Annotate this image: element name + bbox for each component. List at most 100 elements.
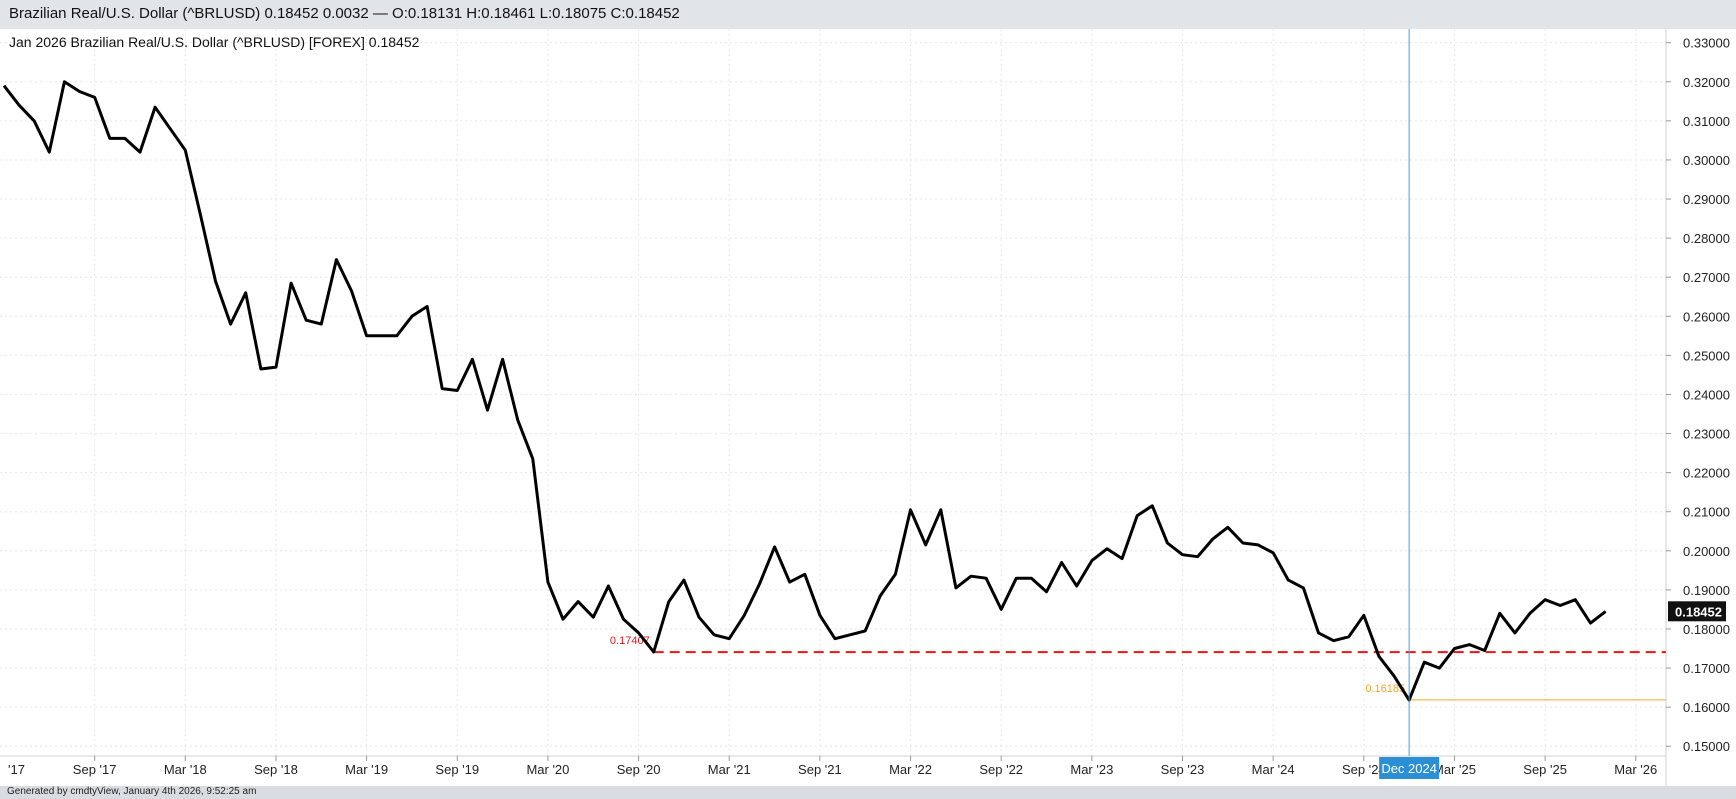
data-point xyxy=(1242,542,1244,544)
x-tick-label: Mar '26 xyxy=(1614,762,1657,777)
x-tick-label: Mar '19 xyxy=(345,762,388,777)
data-point xyxy=(441,388,443,390)
data-point xyxy=(592,616,594,618)
last-price-label: 0.18452 xyxy=(1675,604,1722,619)
data-point xyxy=(758,583,760,585)
data-point xyxy=(1559,605,1561,607)
x-tick-label: Mar '25 xyxy=(1433,762,1476,777)
price-series xyxy=(2,80,1607,702)
data-point xyxy=(109,137,111,139)
y-tick-label: 0.31000 xyxy=(1683,114,1730,129)
data-point xyxy=(1061,562,1063,564)
data-point xyxy=(1136,515,1138,517)
x-tick-label: Mar '18 xyxy=(164,762,207,777)
price-axis: 0.15000 0.16000 0.17000 0.18000 0.19000 0.200… xyxy=(1666,36,1730,754)
last-price-badge xyxy=(1668,601,1726,622)
y-tick-label: 0.22000 xyxy=(1683,466,1730,481)
x-tick-label: '17 xyxy=(8,762,25,777)
data-point xyxy=(1484,649,1486,651)
data-point xyxy=(532,458,534,460)
y-tick-label: 0.21000 xyxy=(1683,505,1730,520)
data-point xyxy=(1287,579,1289,581)
data-point xyxy=(638,632,640,634)
data-point xyxy=(260,368,262,370)
data-point xyxy=(713,634,715,636)
x-tick-label: Sep '20 xyxy=(617,762,661,777)
y-tick-label: 0.23000 xyxy=(1683,427,1730,442)
data-point xyxy=(1529,612,1531,614)
data-point xyxy=(698,616,700,618)
data-point xyxy=(230,323,232,325)
y-tick-label: 0.25000 xyxy=(1683,348,1730,363)
data-point xyxy=(1182,554,1184,556)
data-point xyxy=(1197,556,1199,558)
data-point xyxy=(1302,587,1304,589)
data-point xyxy=(1030,577,1032,579)
price-chart[interactable]: 0.15000 0.16000 0.17000 0.18000 0.19000 0.200… xyxy=(0,29,1736,786)
x-tick-label: Mar '22 xyxy=(889,762,932,777)
data-point xyxy=(562,618,564,620)
y-tick-label: 0.17000 xyxy=(1683,661,1730,676)
data-point xyxy=(396,335,398,337)
data-point xyxy=(547,581,549,583)
y-tick-label: 0.19000 xyxy=(1683,583,1730,598)
data-point xyxy=(985,577,987,579)
data-point xyxy=(94,96,96,98)
price-line xyxy=(2,80,1607,702)
x-tick-label: Mar '24 xyxy=(1252,762,1295,777)
y-tick-label: 0.32000 xyxy=(1683,75,1730,90)
data-point xyxy=(124,137,126,139)
data-point xyxy=(834,638,836,640)
data-point xyxy=(426,306,428,308)
data-point xyxy=(3,85,5,87)
data-point xyxy=(1272,552,1274,554)
data-point xyxy=(1046,591,1048,593)
y-tick-label: 0.16000 xyxy=(1683,700,1730,715)
x-tick-label: Mar '20 xyxy=(526,762,569,777)
crosshair-date-badge xyxy=(1379,757,1440,779)
y-tick-label: 0.29000 xyxy=(1683,192,1730,207)
data-point xyxy=(1499,612,1501,614)
data-point xyxy=(622,618,624,620)
data-point xyxy=(607,585,609,587)
data-point xyxy=(154,106,156,108)
data-point xyxy=(970,575,972,577)
data-point xyxy=(290,282,292,284)
data-point xyxy=(1469,644,1471,646)
data-point xyxy=(502,358,504,360)
data-point xyxy=(517,419,519,421)
data-point xyxy=(668,601,670,603)
crosshair: Dec 2024 xyxy=(1379,29,1440,779)
data-point xyxy=(1076,585,1078,587)
data-point xyxy=(1589,622,1591,624)
data-point xyxy=(1212,538,1214,540)
data-point xyxy=(864,630,866,632)
x-tick-label: Sep '24 xyxy=(1342,762,1386,777)
chart-title: Jan 2026 Brazilian Real/U.S. Dollar (^BR… xyxy=(9,34,420,50)
chart-svg[interactable]: 0.15000 0.16000 0.17000 0.18000 0.19000 0.200… xyxy=(0,29,1736,786)
x-tick-label: Sep '18 xyxy=(254,762,298,777)
data-point xyxy=(79,91,81,93)
y-tick-label: 0.20000 xyxy=(1683,544,1730,559)
data-point xyxy=(1000,608,1002,610)
x-tick-label: Sep '19 xyxy=(435,762,479,777)
generated-by-text: Generated by cmdtyView, January 4th 2026… xyxy=(7,786,257,797)
data-point xyxy=(1227,526,1229,528)
data-point xyxy=(1015,577,1017,579)
data-point xyxy=(1151,505,1153,507)
x-tick-label: Sep '22 xyxy=(979,762,1023,777)
data-point xyxy=(1605,610,1607,612)
y-tick-label: 0.30000 xyxy=(1683,153,1730,168)
data-point xyxy=(955,587,957,589)
data-point xyxy=(925,544,927,546)
data-point xyxy=(1574,599,1576,601)
data-point xyxy=(169,128,171,130)
data-point xyxy=(471,358,473,360)
data-point xyxy=(486,409,488,411)
x-tick-label: Sep '17 xyxy=(73,762,117,777)
data-point xyxy=(18,104,20,106)
data-point xyxy=(653,651,655,653)
data-point xyxy=(1544,599,1546,601)
data-point xyxy=(910,509,912,511)
time-axis: '17 Sep '17 Mar '18 Sep '18 Mar '19 Sep '19 Ma… xyxy=(8,756,1657,777)
